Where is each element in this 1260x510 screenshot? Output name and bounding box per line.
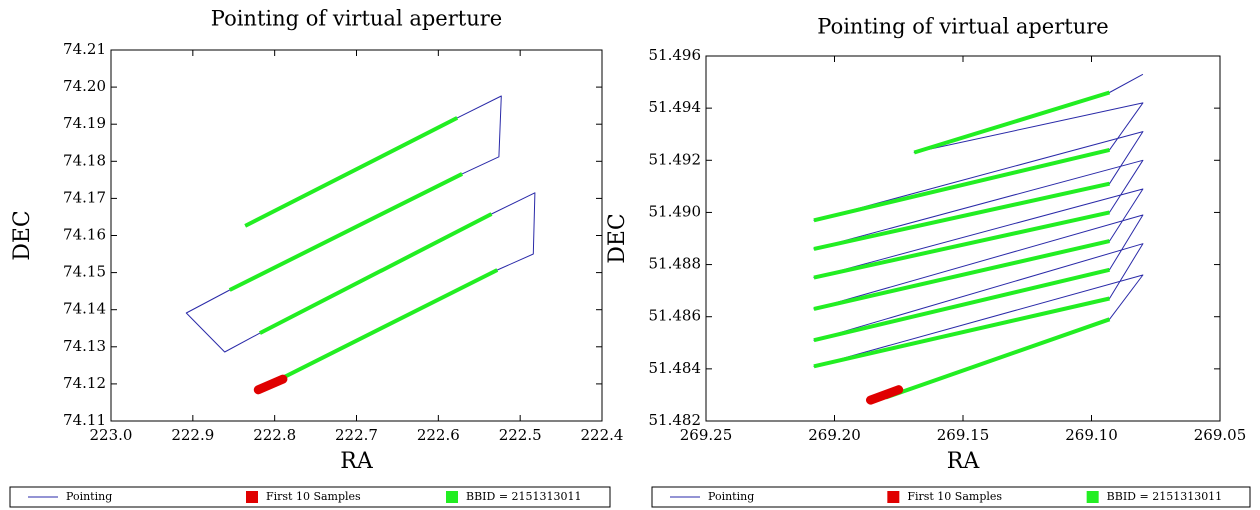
x-tick-label: 269.10	[1065, 426, 1118, 444]
y-tick-label: 74.11	[63, 411, 106, 429]
series-line	[185, 95, 536, 389]
legend-swatch	[446, 491, 458, 503]
y-tick-label: 51.494	[649, 98, 702, 116]
y-tick-label: 74.17	[63, 188, 106, 206]
legend-label: BBID = 2151313011	[466, 490, 582, 503]
y-tick-label: 74.12	[63, 374, 106, 392]
chart-title: Pointing of virtual aperture	[211, 7, 502, 31]
x-tick-label: 222.5	[499, 426, 542, 444]
x-axis-label: RA	[340, 449, 374, 474]
y-tick-label: 51.486	[649, 307, 702, 325]
legend-label: Pointing	[66, 490, 112, 503]
x-tick-label: 223.0	[90, 426, 133, 444]
y-axis-label: DEC	[605, 213, 630, 264]
x-tick-label: 222.6	[417, 426, 460, 444]
series-line	[813, 90, 1111, 400]
legend-box	[9, 486, 611, 508]
plot-frame	[110, 49, 603, 422]
y-tick-label: 51.490	[649, 202, 702, 220]
y-tick-label: 74.18	[63, 151, 106, 169]
y-tick-label: 51.482	[649, 411, 702, 429]
y-tick-label: 74.19	[63, 114, 106, 132]
chart-title: Pointing of virtual aperture	[817, 15, 1108, 39]
legend-label: First 10 Samples	[907, 490, 1002, 503]
series-line	[253, 374, 288, 395]
y-axis-label: DEC	[10, 210, 35, 261]
legend-label: Pointing	[708, 490, 754, 503]
x-tick-label: 269.25	[680, 426, 733, 444]
series-line	[228, 116, 499, 390]
y-tick-label: 51.484	[649, 359, 702, 377]
y-tick-label: 74.20	[63, 77, 106, 95]
y-tick-label: 74.21	[63, 40, 106, 58]
plot-frame	[705, 55, 1221, 422]
y-tick-label: 74.13	[63, 337, 106, 355]
y-tick-label: 51.496	[649, 46, 702, 64]
series-line	[866, 385, 904, 405]
legend-label: BBID = 2151313011	[1107, 490, 1223, 503]
legend-label: First 10 Samples	[266, 490, 361, 503]
legend-swatch	[887, 491, 900, 503]
series-line	[813, 73, 1144, 398]
y-tick-label: 51.488	[649, 255, 702, 273]
x-tick-label: 222.7	[335, 426, 378, 444]
legend-box	[651, 486, 1251, 508]
y-tick-label: 51.492	[649, 150, 702, 168]
y-tick-label: 74.15	[63, 263, 106, 281]
legend-swatch	[246, 491, 258, 503]
x-tick-label: 222.9	[171, 426, 214, 444]
y-tick-label: 74.16	[63, 226, 106, 244]
x-axis-label: RA	[947, 449, 981, 474]
x-tick-label: 269.15	[937, 426, 990, 444]
legend-swatch	[1086, 491, 1099, 503]
x-tick-label: 269.05	[1194, 426, 1247, 444]
x-tick-label: 269.20	[808, 426, 861, 444]
y-tick-label: 74.14	[63, 300, 106, 318]
x-tick-label: 222.4	[581, 426, 624, 444]
x-tick-label: 222.8	[253, 426, 296, 444]
